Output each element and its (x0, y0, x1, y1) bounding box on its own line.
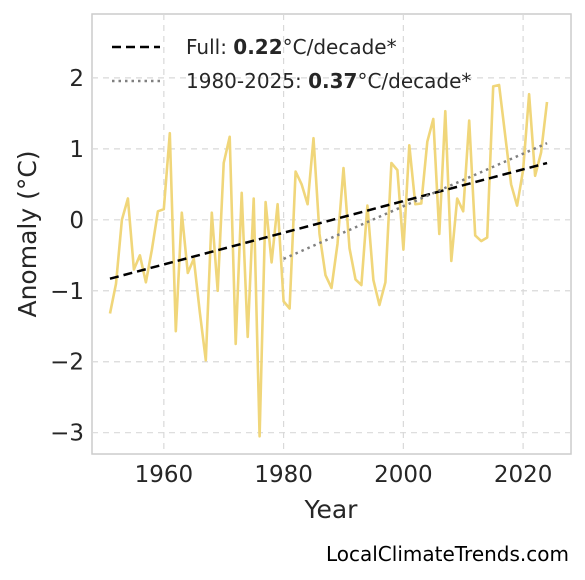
x-tick-label: 1960 (135, 462, 194, 488)
y-tick-label: 1 (69, 137, 84, 163)
x-tick-label: 1980 (254, 462, 313, 488)
x-tick-label: 2000 (374, 462, 433, 488)
trend-lines (109, 142, 548, 280)
footer-credit: LocalClimateTrends.com (326, 542, 569, 566)
y-tick-label: 2 (69, 66, 84, 92)
y-tick-label: −2 (50, 350, 84, 376)
legend-entry-1980: 1980-2025: 0.37°C/decade* (186, 69, 471, 93)
legend-full-value: 0.22 (233, 35, 282, 59)
trend-line-full (109, 161, 548, 280)
y-tick-label: −1 (50, 279, 84, 305)
legend-full-suffix: °C/decade* (283, 35, 397, 59)
series-group (108, 83, 549, 438)
trend-line-1980 (283, 142, 548, 260)
x-axis-label: Year (304, 495, 359, 524)
y-tick-label: 0 (69, 208, 84, 234)
legend-1980-suffix: °C/decade* (357, 69, 471, 93)
x-tick-labels: 1960 1980 2000 2020 (135, 462, 553, 488)
legend-entry-full: Full: 0.22°C/decade* (186, 35, 397, 59)
y-axis-label: Anomaly (°C) (13, 150, 42, 317)
legend-full-prefix: Full: (186, 35, 233, 59)
x-tick-label: 2020 (494, 462, 553, 488)
series-line-anomaly (108, 83, 549, 438)
y-tick-label: −3 (50, 421, 84, 447)
y-tick-labels: −3 −2 −1 0 1 2 (50, 66, 84, 447)
legend: Full: 0.22°C/decade* 1980-2025: 0.37°C/d… (112, 35, 471, 93)
legend-1980-value: 0.37 (308, 69, 357, 93)
legend-1980-prefix: 1980-2025: (186, 69, 308, 93)
